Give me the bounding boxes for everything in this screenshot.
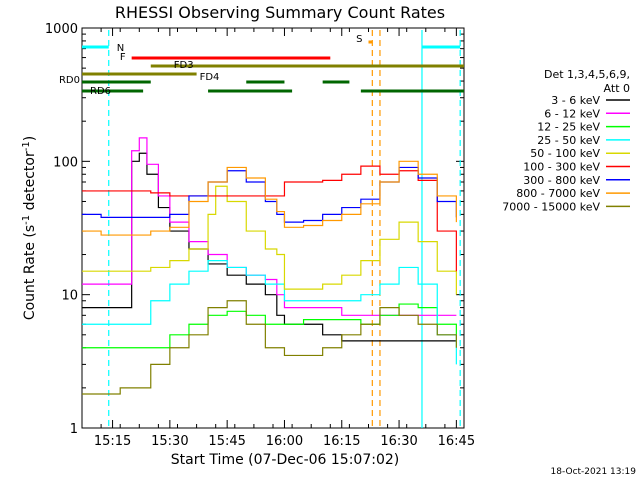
x-tick-label: 15:30 bbox=[151, 434, 188, 449]
x-tick-label: 15:45 bbox=[208, 434, 245, 449]
x-tick-label: 16:15 bbox=[323, 434, 360, 449]
series-line bbox=[82, 160, 457, 236]
legend-entry-label: 3 - 6 keV bbox=[551, 94, 600, 107]
x-tick-label: 15:15 bbox=[94, 434, 131, 449]
y-tick-label: 1000 bbox=[45, 22, 78, 37]
axis-ticks: 15:15 15:30 15:45 16:00 16:15 16:30 16:45 1 10 10… bbox=[45, 22, 475, 449]
plot-frame bbox=[81, 27, 465, 429]
legend-entry-label: 12 - 25 keV bbox=[537, 121, 600, 134]
y-axis-label-text: Count Rate (s-1 detector-1) bbox=[21, 136, 39, 320]
y-axis-label: Count Rate (s-1 detector-1) bbox=[21, 136, 39, 320]
flag-label-rd6: RD6 bbox=[90, 86, 111, 97]
series-line bbox=[82, 152, 457, 342]
legend-header-att: Att 0 bbox=[604, 82, 630, 95]
y-axis-label-part: -1 bbox=[21, 215, 32, 225]
vertical-markers bbox=[108, 30, 461, 428]
flag-label-fd4: FD4 bbox=[200, 72, 220, 83]
flag-label-s: S bbox=[356, 34, 362, 45]
chart-title: RHESSI Observing Summary Count Rates bbox=[115, 3, 445, 22]
legend-entry-label: 50 - 100 keV bbox=[530, 147, 600, 160]
y-axis-label-part: Count Rate (s bbox=[22, 225, 38, 320]
series-line bbox=[82, 165, 457, 272]
x-tick-label: 16:45 bbox=[438, 434, 475, 449]
legend-entry-label: 25 - 50 keV bbox=[537, 134, 600, 147]
flag-bars: NF FD3 FD4 RD0 RD6 S bbox=[59, 34, 464, 97]
flag-label-rd0: RD0 bbox=[59, 75, 80, 86]
series-line bbox=[82, 166, 457, 223]
legend-entry-label: 100 - 300 keV bbox=[523, 161, 600, 174]
footer-date: 18-Oct-2021 13:19 bbox=[551, 467, 637, 477]
legend-entry-label: 7000 - 15000 keV bbox=[502, 200, 600, 213]
flag-label-fd3: FD3 bbox=[174, 60, 194, 71]
y-axis-label-part: detector bbox=[22, 151, 38, 215]
legend-entry-label: 6 - 12 keV bbox=[544, 107, 600, 120]
y-axis-label-part: ) bbox=[22, 136, 38, 141]
y-tick-label: 1 bbox=[70, 422, 78, 437]
series-line bbox=[82, 260, 457, 365]
series-lines bbox=[82, 137, 457, 395]
x-tick-label: 16:30 bbox=[380, 434, 417, 449]
legend-entry-label: 300 - 800 keV bbox=[523, 174, 600, 187]
x-tick-label: 16:00 bbox=[266, 434, 303, 449]
flag-label-f: F bbox=[120, 52, 126, 63]
y-tick-label: 10 bbox=[61, 289, 78, 304]
series-line bbox=[82, 300, 457, 395]
series-line bbox=[82, 303, 457, 349]
y-axis-label-part: -1 bbox=[21, 141, 32, 151]
x-axis-label: Start Time (07-Dec-06 15:07:02) bbox=[171, 452, 399, 468]
series-line bbox=[82, 185, 457, 295]
legend-header: Det 1,3,4,5,6,9, bbox=[544, 68, 630, 81]
y-tick-label: 100 bbox=[53, 155, 78, 170]
flag-label-n: N bbox=[117, 43, 124, 54]
legend-entry-label: 800 - 7000 keV bbox=[516, 187, 600, 200]
series-line bbox=[82, 137, 457, 316]
